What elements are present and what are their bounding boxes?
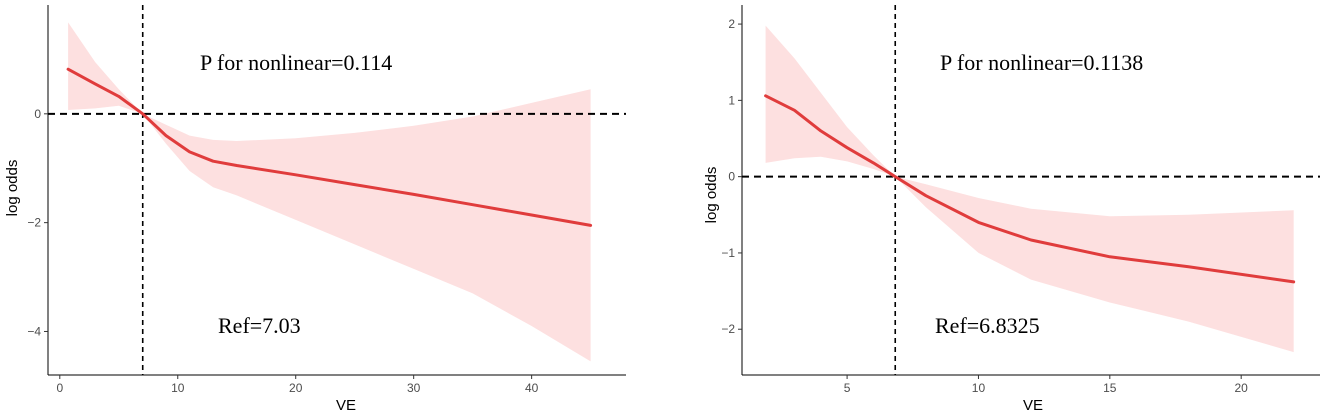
y-tick-label: −2 (27, 216, 41, 230)
y-axis-title: log odds (703, 167, 720, 224)
y-tick-label: 2 (728, 17, 735, 31)
confidence-band (68, 22, 591, 362)
x-tick-label: 5 (844, 381, 851, 395)
confidence-band (765, 25, 1294, 353)
x-axis-title: VE (336, 397, 356, 414)
x-tick-label: 10 (171, 381, 185, 395)
x-axis-title: VE (1023, 397, 1043, 414)
y-tick-label: −4 (27, 324, 41, 338)
y-tick-label: −2 (721, 322, 735, 336)
x-tick-label: 15 (1103, 381, 1117, 395)
y-tick-label: 0 (728, 170, 735, 184)
chart-panel-left: 0 10 20 30 40 0 −2 −4 P for nonlinear=0.114 Ref… (4, 5, 626, 414)
x-tick-label: 40 (525, 381, 539, 395)
ref-label: Ref=7.03 (218, 313, 301, 338)
y-tick-label: 0 (34, 107, 41, 121)
ref-label: Ref=6.8325 (935, 313, 1040, 338)
y-axis-title: log odds (4, 160, 21, 217)
p-nonlinear-label: P for nonlinear=0.1138 (940, 50, 1143, 75)
x-tick-label: 20 (289, 381, 303, 395)
y-tick-label: 1 (728, 93, 735, 107)
y-tick-label: −1 (721, 246, 735, 260)
p-nonlinear-label: P for nonlinear=0.114 (200, 50, 392, 75)
x-tick-label: 0 (56, 381, 63, 395)
x-tick-label: 30 (407, 381, 421, 395)
log-odds-curve (764, 94, 1296, 284)
x-tick-label: 20 (1235, 381, 1249, 395)
x-tick-label: 10 (972, 381, 986, 395)
log-odds-curve (66, 67, 593, 227)
